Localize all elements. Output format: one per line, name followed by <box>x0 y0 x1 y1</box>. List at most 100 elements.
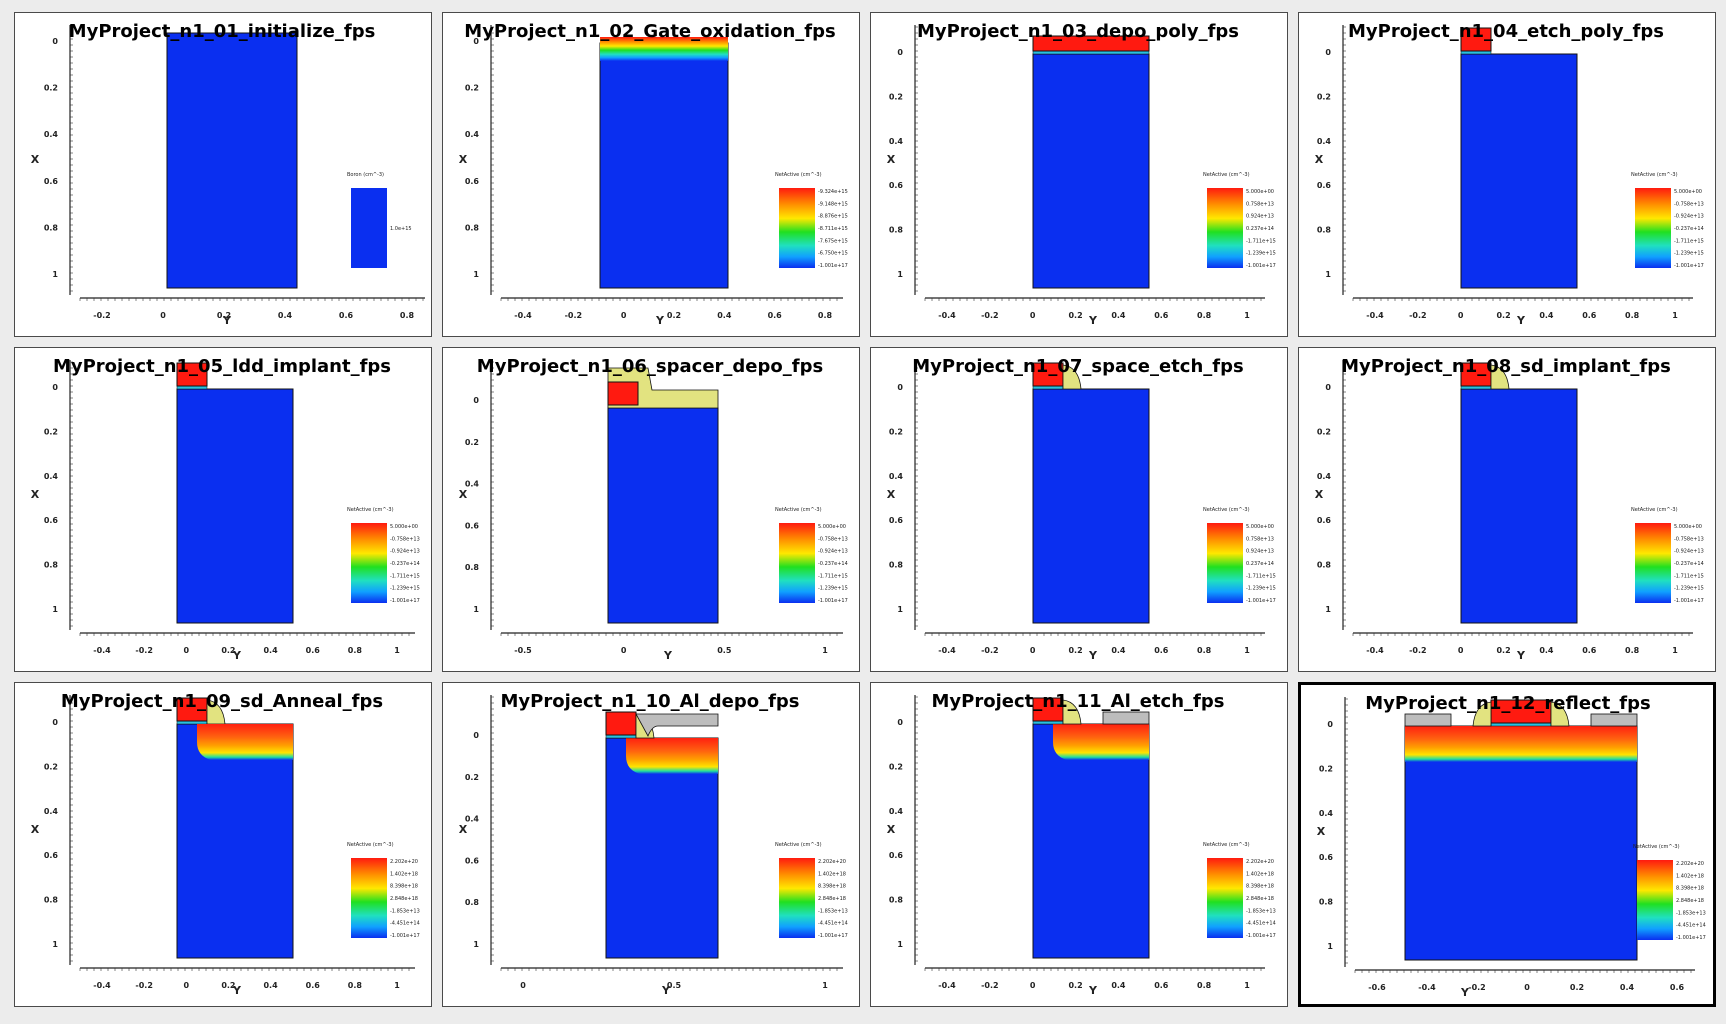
x-tick-label: 0.4 <box>1111 646 1126 655</box>
legend-value: -1.711e+15 <box>1674 238 1704 244</box>
panel-9[interactable]: -0.4 -0.2 0 0.2 0.4 0.6 0.8 1 0 0.2 0.4 0.6 0.8 1 Y X Ne… <box>14 682 432 1007</box>
y-tick-label: 0.2 <box>465 773 479 782</box>
spacer <box>1062 364 1082 390</box>
x-axis-label: Y <box>663 649 673 662</box>
y-tick-label: 0.8 <box>44 561 59 570</box>
y-tick-label: 0.6 <box>889 181 904 190</box>
aluminum-contact <box>1102 711 1150 725</box>
substrate-region <box>599 42 729 289</box>
legend-value: -0.924e+13 <box>390 549 420 555</box>
legend-value: -1.853e+13 <box>818 908 848 914</box>
legend-value: 2.848e+18 <box>1246 896 1274 902</box>
x-axis-label: Y <box>661 984 671 997</box>
legend-title: NetActive (cm^-3) <box>347 842 394 848</box>
panel-title: MyProject_n1_08_sd_implant_fps <box>1341 356 1671 377</box>
panel-2[interactable]: -0.4 -0.2 0 0.2 0.4 0.6 0.8 0 0.2 0.4 0.6 0.8 1 Y X Net… <box>442 12 860 337</box>
x-tick-label: 0 <box>183 981 189 990</box>
legend-value: -0.924e+13 <box>1674 214 1704 220</box>
x-tick-label: 0.4 <box>1111 311 1126 320</box>
y-tick-label: 0.8 <box>465 223 480 232</box>
x-tick-label: 0.6 <box>306 981 321 990</box>
legend-value: -1.001e+17 <box>818 598 848 604</box>
x-axis-label: Y <box>1516 314 1526 327</box>
panel-title: MyProject_n1_10_Al_depo_fps <box>501 691 800 712</box>
legend-value: -0.924e+13 <box>818 549 848 555</box>
legend-value: 8.398e+18 <box>818 884 846 890</box>
x-tick-label: -0.4 <box>1366 646 1384 655</box>
x-tick-label: 0.6 <box>1154 646 1169 655</box>
legend-value: -4.451e+14 <box>1676 923 1706 929</box>
y-tick-label: 1 <box>897 270 903 279</box>
panel-title: MyProject_n1_04_etch_poly_fps <box>1348 21 1664 42</box>
panel-5[interactable]: -0.4 -0.2 0 0.2 0.4 0.6 0.8 1 0 0.2 0.4 0.6 0.8 1 Y X Ne… <box>14 347 432 672</box>
x-tick-label: 0.4 <box>278 311 293 320</box>
panel-plot-7: -0.4 -0.2 0 0.2 0.4 0.6 0.8 1 0 0.2 0.4 0.6 0.8 1 Y X Ne… <box>887 356 1276 662</box>
panel-4[interactable]: -0.4 -0.2 0 0.2 0.4 0.6 0.8 1 0 0.2 0.4 0.6 0.8 1 Y X Ne… <box>1298 12 1716 337</box>
panel-11[interactable]: -0.4 -0.2 0 0.2 0.4 0.6 0.8 1 0 0.2 0.4 0.6 0.8 1 Y X Ne… <box>870 682 1288 1007</box>
y-tick-label: 0.8 <box>1317 226 1332 235</box>
y-tick-label: 1 <box>52 270 58 279</box>
legend-colorbar <box>351 188 387 268</box>
y-axis-label: X <box>31 488 40 501</box>
x-tick-label: 1 <box>394 981 400 990</box>
x-tick-label: 0.4 <box>1620 983 1635 992</box>
legend-value: -1.239e+15 <box>1246 251 1276 257</box>
legend-value: 2.202e+20 <box>390 859 418 865</box>
x-tick-label: 0 <box>621 646 627 655</box>
y-tick-label: 0 <box>1325 383 1331 392</box>
legend-value: -1.001e+17 <box>818 263 848 269</box>
legend-value: 1.402e+18 <box>818 871 846 877</box>
x-tick-label: 0 <box>1030 311 1036 320</box>
panel-8[interactable]: -0.4 -0.2 0 0.2 0.4 0.6 0.8 1 0 0.2 0.4 0.6 0.8 1 Y X Ne… <box>1298 347 1716 672</box>
y-axis-label: X <box>459 488 468 501</box>
x-tick-label: -0.2 <box>981 981 999 990</box>
y-axis-label: X <box>31 153 40 166</box>
aluminum-layer <box>635 713 719 737</box>
substrate-region <box>1460 388 1578 624</box>
legend-value: 5.000e+00 <box>818 524 846 530</box>
aluminum-contact <box>1590 713 1638 727</box>
spacer <box>1490 364 1510 390</box>
x-tick-label: 0.6 <box>306 646 321 655</box>
legend-colorbar <box>1635 523 1671 603</box>
legend-value: -1.001e+17 <box>1246 933 1276 939</box>
legend-value: -1.711e+15 <box>1246 238 1276 244</box>
substrate-region <box>1032 723 1150 959</box>
panel-1[interactable]: -0.2 0 0.2 0.4 0.6 0.8 0 0.2 0.4 0.6 0.8 1 Y X Boron (… <box>14 12 432 337</box>
poly-gate <box>176 362 208 387</box>
panel-6[interactable]: -0.5 0 0.5 1 0 0.2 0.4 0.6 0.8 1 Y X NetActive (cm^-… <box>442 347 860 672</box>
panel-10[interactable]: 0 0.5 1 0 0.2 0.4 0.6 0.8 1 Y X NetActive (cm^-3) 2.… <box>442 682 860 1007</box>
legend-value: -9.324e+15 <box>818 189 848 195</box>
legend-value: -0.237e+14 <box>818 561 848 567</box>
x-tick-label: 0 <box>520 981 526 990</box>
y-tick-label: 0.8 <box>465 898 480 907</box>
x-tick-label: 0.2 <box>1068 311 1082 320</box>
y-tick-label: 0 <box>473 396 479 405</box>
legend-value: -0.758e+13 <box>818 536 848 542</box>
x-axis-label: Y <box>1088 984 1098 997</box>
legend-value: 1.402e+18 <box>1246 871 1274 877</box>
y-tick-label: 1 <box>897 605 903 614</box>
x-tick-label: 0.6 <box>768 311 783 320</box>
legend-value: 2.202e+20 <box>1676 861 1704 867</box>
legend-value: -1.711e+15 <box>818 573 848 579</box>
legend-value: 5.000e+00 <box>1246 524 1274 530</box>
x-axis-label: Y <box>222 314 232 327</box>
x-tick-label: -0.2 <box>135 981 153 990</box>
legend-value: -1.239e+15 <box>818 586 848 592</box>
panel-7[interactable]: -0.4 -0.2 0 0.2 0.4 0.6 0.8 1 0 0.2 0.4 0.6 0.8 1 Y X Ne… <box>870 347 1288 672</box>
panel-12[interactable]: -0.6 -0.4 -0.2 0 0.2 0.4 0.6 0 0.2 0.4 0.6 0.8 1 Y X Ne… <box>1298 682 1716 1007</box>
legend-colorbar <box>1635 188 1671 268</box>
x-tick-label: 0 <box>1030 981 1036 990</box>
panel-3[interactable]: -0.4 -0.2 0 0.2 0.4 0.6 0.8 1 0 0.2 0.4 0.6 0.8 1 Y X Ne… <box>870 12 1288 337</box>
legend-value: 0.924e+13 <box>1246 214 1274 220</box>
x-tick-label: 0.6 <box>339 311 354 320</box>
legend-colorbar <box>1207 188 1243 268</box>
legend-title: NetActive (cm^-3) <box>1631 172 1678 178</box>
y-tick-label: 0.2 <box>889 427 903 436</box>
y-tick-label: 0.4 <box>465 480 480 489</box>
x-tick-label: -0.4 <box>938 311 956 320</box>
legend-value: -8.711e+15 <box>818 226 848 232</box>
legend-value: -1.001e+17 <box>390 598 420 604</box>
x-tick-label: 0.4 <box>717 311 732 320</box>
